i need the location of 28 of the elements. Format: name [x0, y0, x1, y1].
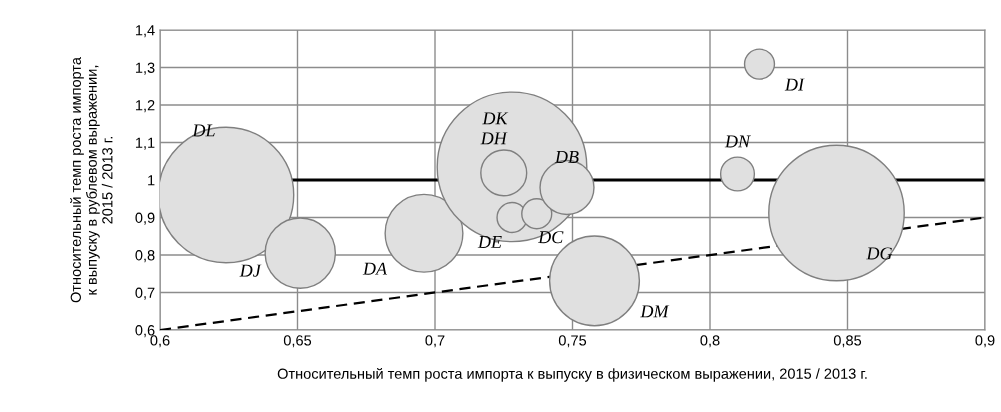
series-label: DE	[477, 236, 502, 248]
series-label: DM	[640, 305, 670, 318]
y-tick-label: 1	[148, 175, 155, 186]
y-tick-label: 0,8	[135, 250, 155, 263]
x-tick-label: 0,9	[975, 335, 995, 348]
series-label: DC	[538, 231, 564, 244]
series-label: DB	[554, 151, 579, 163]
series-label: DN	[724, 135, 751, 148]
x-tick-label: 0,85	[833, 335, 862, 348]
y-axis-title: Относительный темп роста импорта к выпуску в рублевом выражении, 2015 / 2013 г.	[70, 57, 113, 303]
series-label: DL	[192, 124, 215, 137]
x-tick-label: 0,75	[558, 335, 587, 348]
y-tick-label: 1,3	[135, 62, 155, 75]
series-label: DH	[480, 132, 508, 145]
y-tick-label: 1,4	[135, 25, 155, 38]
series-label: DK	[482, 112, 509, 125]
series-label: DA	[362, 262, 388, 275]
x-tick-label: 0,8	[700, 335, 720, 348]
y-tick-label: 1,1	[135, 137, 155, 150]
series-label: DI	[784, 78, 805, 91]
series-label: DJ	[239, 264, 262, 277]
x-tick-label: 0,65	[283, 335, 312, 348]
y-tick-label: 0,7	[135, 287, 155, 300]
x-axis-title: Относительный темп роста импорта к выпуску в физическом выражении, 2015 / 2013 г.	[277, 367, 867, 382]
x-tick-label: 0,7	[425, 335, 445, 348]
series-label: DG	[866, 247, 893, 260]
y-tick-label: 0,9	[135, 212, 155, 225]
y-tick-label: 1,2	[135, 100, 155, 113]
